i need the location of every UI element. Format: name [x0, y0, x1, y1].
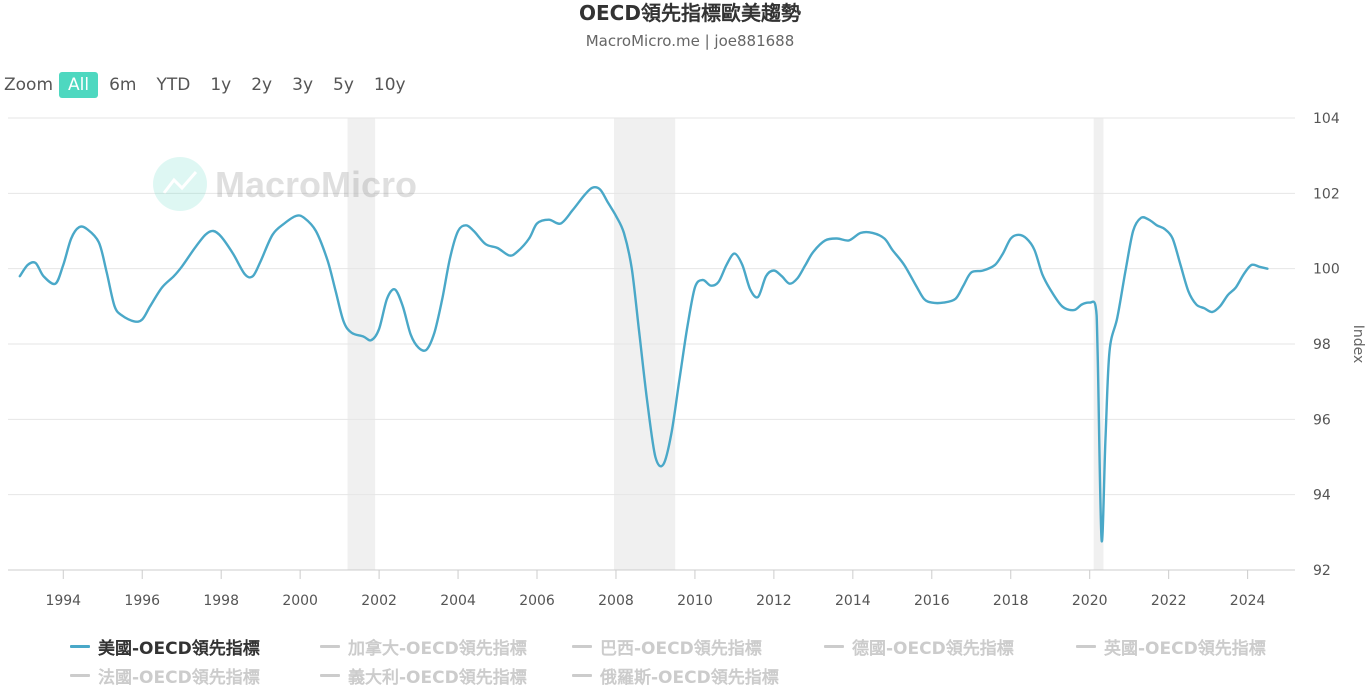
- y-tick-label: 94: [1313, 488, 1331, 504]
- chart-subtitle: MacroMicro.me | joe881688: [585, 32, 795, 50]
- legend-item-brazil[interactable]: 巴西-OECD領先指標: [572, 634, 824, 659]
- legend-item-canada[interactable]: 加拿大-OECD領先指標: [320, 634, 572, 659]
- x-tick-label: 1998: [203, 593, 239, 609]
- y-tick-label: 102: [1313, 186, 1340, 202]
- zoom-button-all[interactable]: All: [59, 72, 99, 98]
- legend-swatch: [572, 674, 592, 677]
- legend-label: 巴西-OECD領先指標: [600, 639, 762, 659]
- legend: 美國-OECD領先指標 加拿大-OECD領先指標 巴西-OECD領先指標 德國-…: [70, 632, 1330, 690]
- legend-label: 美國-OECD領先指標: [98, 639, 260, 659]
- series-line[interactable]: [18, 186, 1269, 543]
- legend-item-germany[interactable]: 德國-OECD領先指標: [824, 634, 1076, 659]
- x-tick-label: 2002: [361, 593, 397, 609]
- x-tick-label: 2012: [756, 593, 792, 609]
- zoom-bar: Zoom All 6m YTD 1y 2y 3y 5y 10y: [4, 70, 417, 100]
- x-tick-label: 2016: [914, 593, 950, 609]
- legend-swatch: [320, 645, 340, 648]
- legend-row-2: 法國-OECD領先指標 義大利-OECD領先指標 俄羅斯-OECD領先指標: [70, 661, 1330, 690]
- legend-swatch: [320, 674, 340, 677]
- y-tick-label: 104: [1313, 111, 1340, 127]
- x-tick-label: 2020: [1072, 593, 1108, 609]
- x-tick-label: 2004: [440, 593, 476, 609]
- legend-label: 俄羅斯-OECD領先指標: [600, 668, 779, 688]
- legend-item-france[interactable]: 法國-OECD領先指標: [70, 663, 320, 688]
- zoom-button-2y[interactable]: 2y: [251, 75, 273, 95]
- zoom-button-5y[interactable]: 5y: [333, 75, 354, 95]
- watermark-text: MacroMicro: [215, 164, 417, 205]
- y-tick-label: 98: [1313, 337, 1331, 353]
- legend-label: 英國-OECD領先指標: [1104, 639, 1266, 659]
- zoom-button-10y[interactable]: 10y: [373, 75, 406, 95]
- x-tick-label: 2014: [835, 593, 871, 609]
- legend-label: 德國-OECD領先指標: [852, 639, 1014, 659]
- chart-title: OECD領先指標歐美趨勢: [579, 1, 801, 25]
- x-axis-ticks: 1994 1996 1998 2000 2002 2004 2006 2008 2010 2012…: [45, 570, 1266, 609]
- legend-item-uk[interactable]: 英國-OECD領先指標: [1076, 634, 1316, 659]
- zoom-label: Zoom: [4, 75, 54, 95]
- legend-swatch: [572, 645, 592, 648]
- y-axis-ticks: 92 94 96 98 100 102 104: [1313, 111, 1340, 579]
- x-tick-label: 1996: [124, 593, 160, 609]
- zoom-button-ytd[interactable]: YTD: [156, 75, 191, 95]
- zoom-button-1y[interactable]: 1y: [210, 75, 232, 95]
- x-tick-label: 2018: [993, 593, 1029, 609]
- x-tick-label: 2006: [519, 593, 555, 609]
- legend-row-1: 美國-OECD領先指標 加拿大-OECD領先指標 巴西-OECD領先指標 德國-…: [70, 632, 1330, 661]
- x-tick-label: 1994: [45, 593, 81, 609]
- y-tick-label: 92: [1313, 563, 1331, 579]
- y-tick-label: 100: [1313, 262, 1340, 278]
- grid-lines: [8, 117, 1295, 496]
- legend-item-us[interactable]: 美國-OECD領先指標: [70, 634, 320, 659]
- legend-item-italy[interactable]: 義大利-OECD領先指標: [320, 663, 572, 688]
- y-tick-label: 96: [1313, 412, 1331, 428]
- x-tick-label: 2022: [1151, 593, 1187, 609]
- x-tick-label: 2000: [282, 593, 318, 609]
- legend-swatch: [70, 674, 90, 677]
- legend-label: 加拿大-OECD領先指標: [348, 639, 527, 659]
- x-tick-label: 2008: [598, 593, 634, 609]
- legend-swatch: [70, 645, 90, 648]
- watermark-logo-icon: [153, 157, 207, 211]
- series-layer: [18, 186, 1269, 543]
- legend-item-russia[interactable]: 俄羅斯-OECD領先指標: [572, 663, 824, 688]
- x-tick-label: 2010: [677, 593, 713, 609]
- legend-label: 法國-OECD領先指標: [98, 668, 260, 688]
- watermark-trend-icon: [162, 171, 198, 194]
- y-axis-label: Index: [1350, 325, 1366, 364]
- watermark: MacroMicro: [153, 157, 417, 211]
- legend-label: 義大利-OECD領先指標: [348, 668, 527, 688]
- legend-swatch: [1076, 645, 1096, 648]
- legend-swatch: [824, 645, 844, 648]
- zoom-button-3y[interactable]: 3y: [292, 75, 314, 95]
- x-tick-label: 2024: [1230, 593, 1266, 609]
- zoom-button-6m[interactable]: 6m: [109, 75, 137, 95]
